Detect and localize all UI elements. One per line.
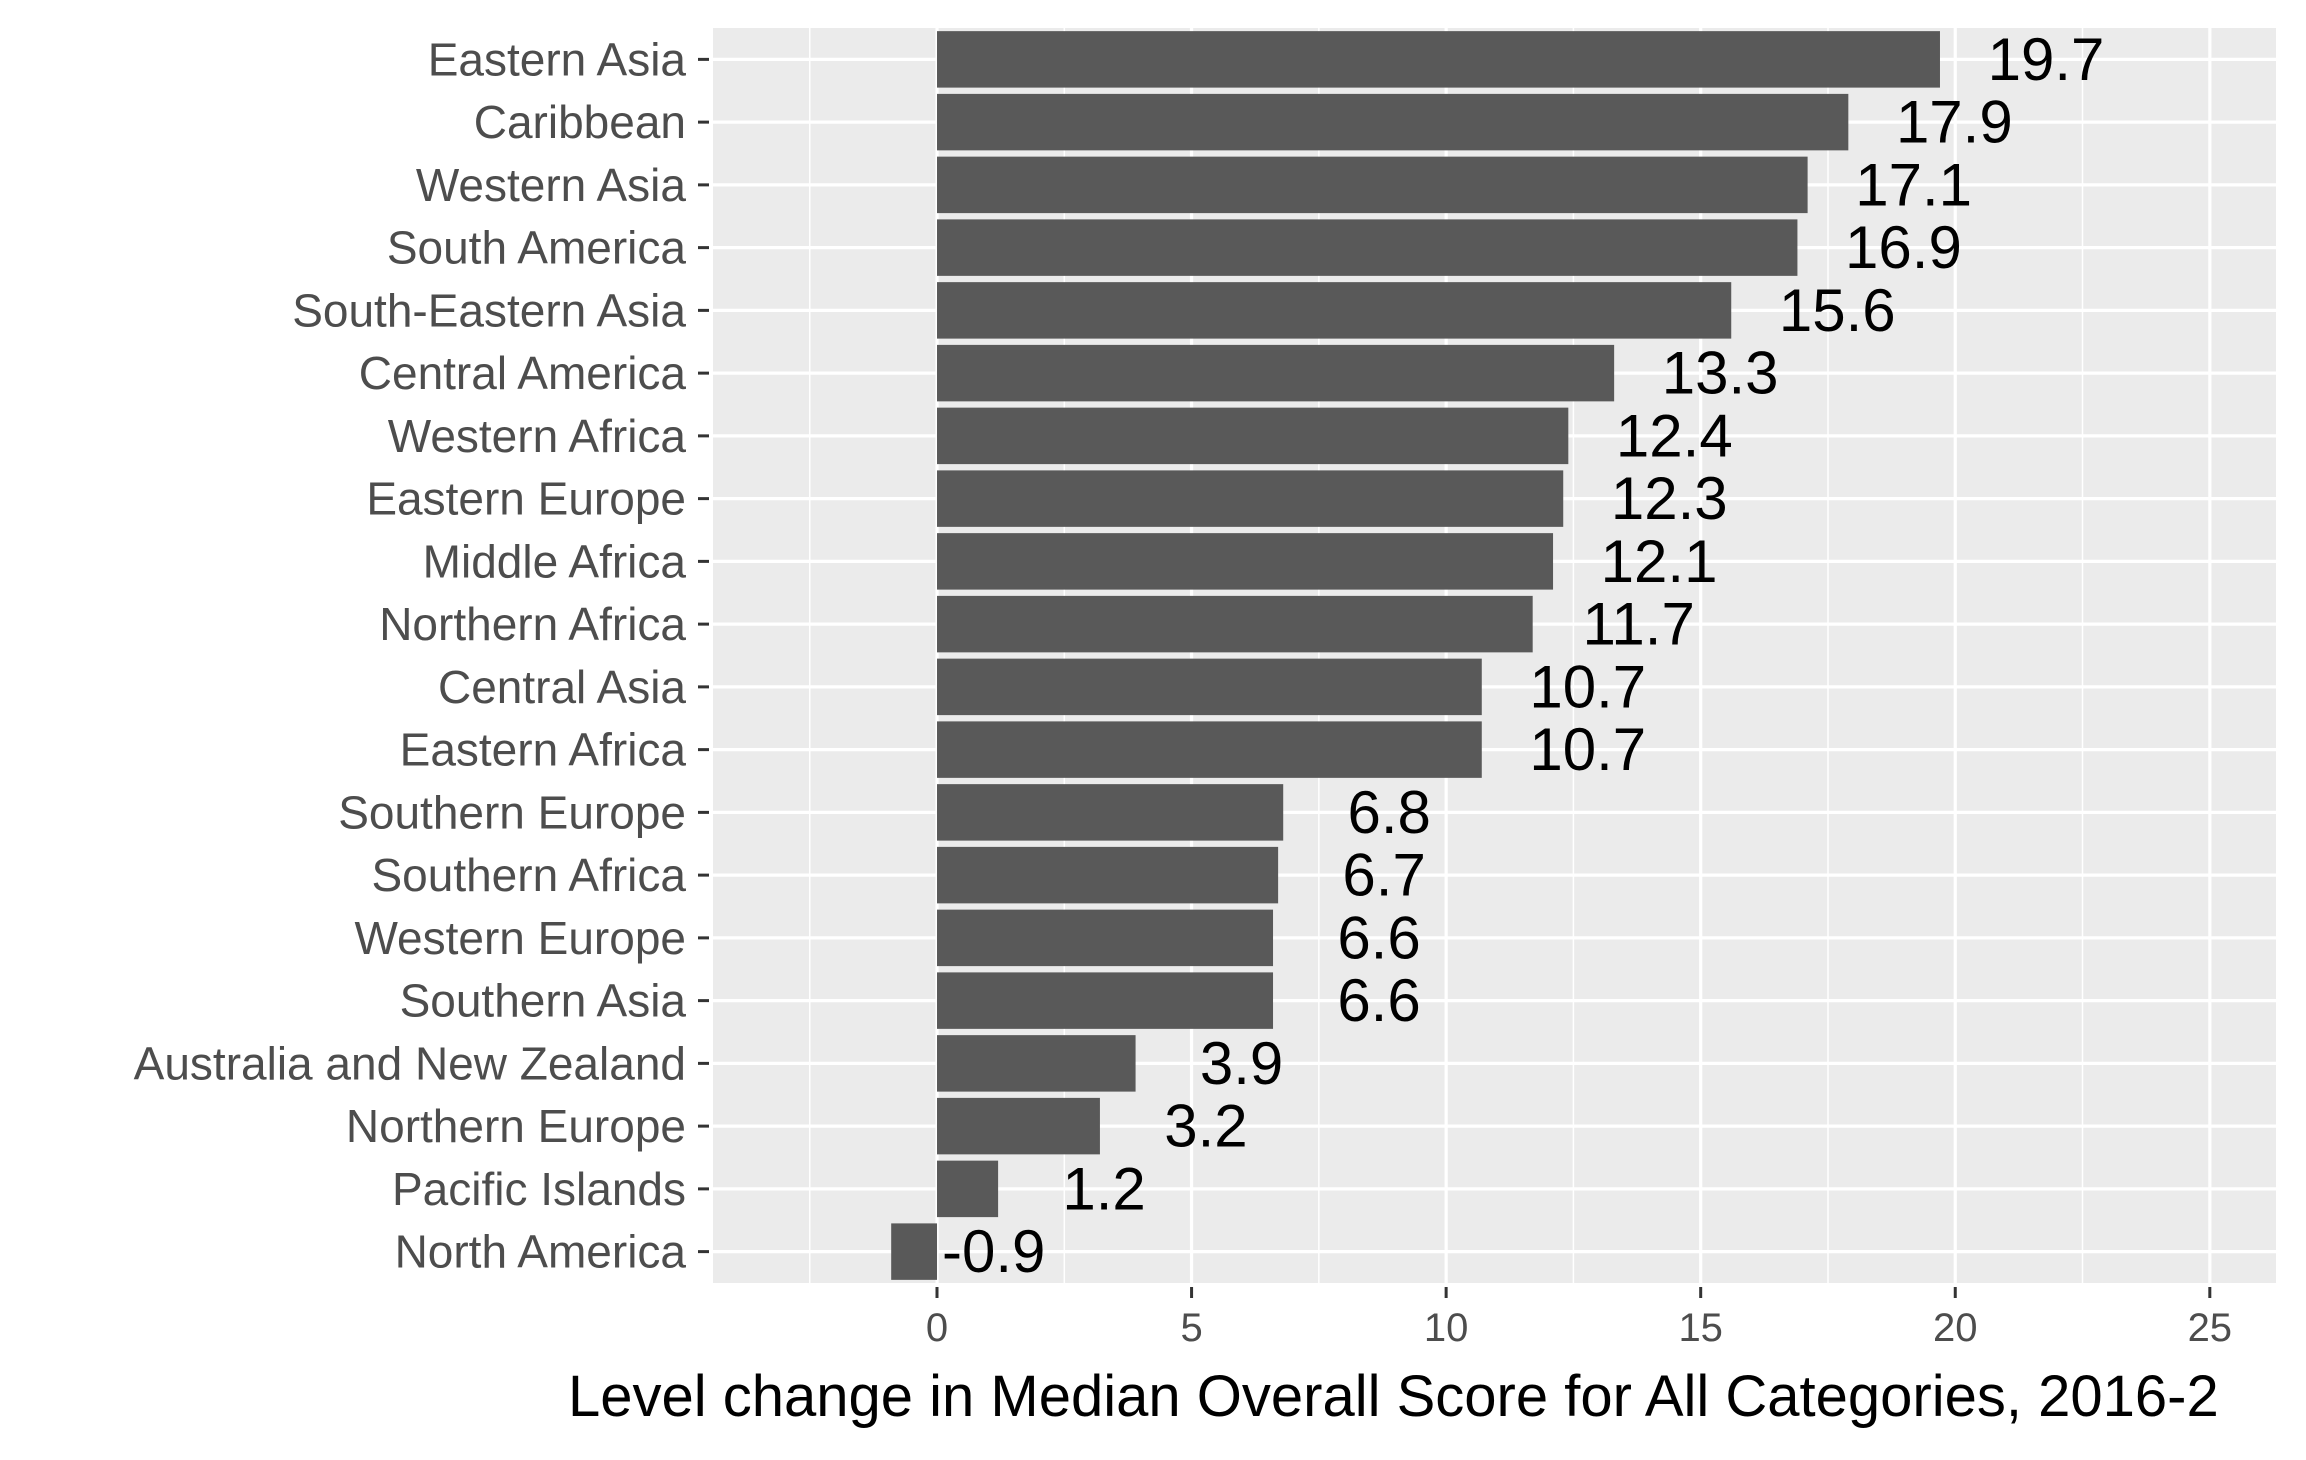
bar [937, 1035, 1136, 1092]
bar [937, 344, 1615, 402]
category-label: South-Eastern Asia [292, 284, 686, 336]
value-label: 15.6 [1779, 277, 1896, 344]
bar [937, 972, 1274, 1029]
bar [937, 1097, 1100, 1155]
bar [937, 721, 1482, 778]
bar [937, 407, 1569, 465]
value-label: 6.6 [1337, 904, 1420, 971]
value-label: 3.2 [1164, 1093, 1247, 1160]
category-label: Central Asia [438, 661, 686, 713]
x-tick-label: 0 [926, 1306, 948, 1350]
y-axis-category-labels: Eastern Asia Caribbean Western Asia South A… [134, 33, 709, 1278]
value-label: 13.3 [1662, 340, 1779, 407]
category-label: Eastern Europe [366, 473, 686, 525]
category-label: Western Africa [388, 410, 687, 462]
category-label: Western Europe [354, 912, 686, 964]
value-label: 12.4 [1616, 402, 1733, 469]
value-label: 11.7 [1583, 591, 1695, 658]
category-label: Middle Africa [423, 535, 687, 587]
value-label: 17.9 [1896, 89, 2013, 156]
category-label: Australia and New Zealand [134, 1037, 686, 1089]
x-axis-title: Level change in Median Overall Score for… [568, 1364, 2219, 1429]
category-label: Pacific Islands [392, 1163, 686, 1215]
category-label: Central America [359, 347, 687, 399]
bar [937, 31, 1940, 88]
bar [891, 1223, 938, 1280]
category-label: Southern Europe [338, 786, 686, 838]
category-label: Eastern Asia [428, 33, 687, 85]
x-tick-label: 20 [1933, 1306, 1978, 1350]
value-label: 10.7 [1529, 716, 1646, 783]
x-tick-label: 10 [1424, 1306, 1469, 1350]
bar [937, 533, 1554, 590]
category-label: Western Asia [416, 159, 687, 211]
category-label: Southern Africa [371, 849, 686, 901]
bar [937, 156, 1808, 214]
bar [937, 909, 1274, 967]
value-label: 1.2 [1062, 1155, 1145, 1222]
value-label: 19.7 [1988, 26, 2105, 93]
value-label: 12.3 [1611, 465, 1728, 532]
bar [937, 282, 1732, 339]
bars [891, 31, 1940, 1280]
x-axis-ticks: 0 5 10 15 20 25 [926, 1287, 2232, 1350]
bar [937, 1160, 999, 1218]
value-label: 6.6 [1337, 967, 1420, 1034]
value-label: 17.1 [1855, 151, 1972, 218]
value-label: 6.7 [1342, 842, 1425, 909]
bar [937, 219, 1798, 276]
value-labels: 19.717.917.116.915.613.312.412.312.111.7… [942, 26, 2104, 1285]
x-tick-label: 25 [2188, 1306, 2233, 1350]
value-label: -0.9 [942, 1218, 1045, 1285]
bar [937, 784, 1284, 841]
bar [937, 658, 1482, 716]
value-label: 16.9 [1845, 214, 1962, 281]
value-label: 3.9 [1200, 1030, 1283, 1097]
value-label: 10.7 [1529, 653, 1646, 720]
x-tick-label: 15 [1678, 1306, 1723, 1350]
category-label: Caribbean [474, 96, 686, 148]
bar [937, 846, 1279, 904]
category-label: Southern Asia [400, 975, 687, 1027]
category-label: Eastern Africa [400, 724, 687, 776]
plot-panel [713, 28, 2276, 1283]
x-tick-label: 5 [1180, 1306, 1202, 1350]
category-label: Northern Europe [346, 1100, 686, 1152]
category-label: North America [395, 1226, 687, 1278]
bar [937, 595, 1533, 653]
category-label: South America [387, 222, 687, 274]
category-label: Northern Africa [379, 598, 686, 650]
value-label: 12.1 [1601, 528, 1718, 595]
bar [937, 93, 1849, 151]
bar [937, 470, 1564, 527]
value-label: 6.8 [1348, 779, 1431, 846]
